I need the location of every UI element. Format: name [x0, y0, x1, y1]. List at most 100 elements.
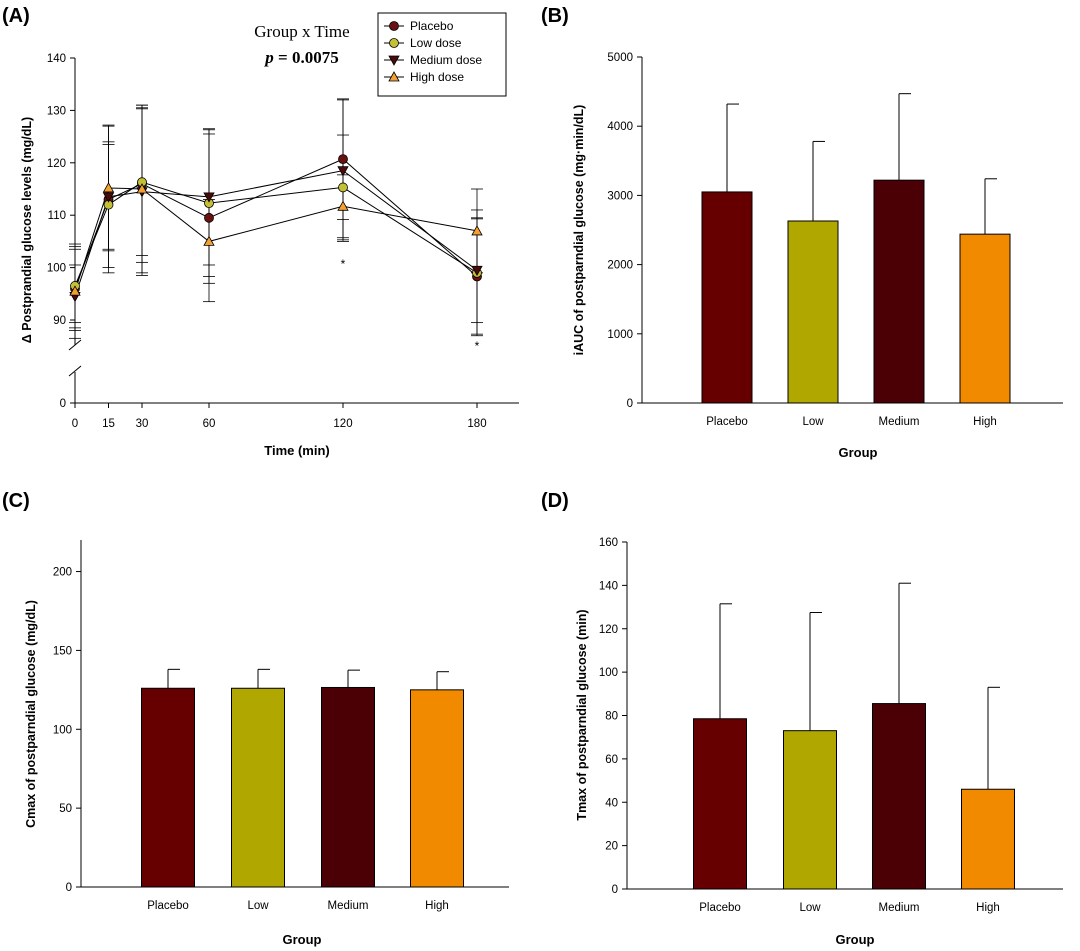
data-point-high-dose	[337, 200, 349, 211]
legend-marker-medium-dose	[388, 55, 400, 66]
panel-c-bar-low	[231, 687, 285, 888]
panel-c-ylabel: Cmax of postparndial glucose (mg/dL)	[24, 600, 38, 828]
panel-b-ylabel: iAUC of postparndial glucose (mg·min/dL)	[572, 105, 586, 356]
panel-d-ylabel: Tmax of postparndial glucose (min)	[575, 609, 589, 820]
panel-d-bar-low	[783, 730, 837, 890]
panel-a-axes: 90 100 110 120 130 140 00 15 30 60 120 180	[47, 53, 519, 430]
data-point-placebo	[338, 154, 348, 165]
legend-marker-placebo	[389, 21, 399, 31]
panel-a-y-tick-label: 100	[47, 263, 66, 275]
panel-a-legend: Placebo Low dose Medium dose High dose	[377, 12, 507, 97]
panel-b-bar-medium	[873, 179, 925, 404]
data-point-medium-dose	[471, 265, 483, 277]
panel-d-y-tick-label: 120	[599, 624, 618, 636]
panel-a-plot-area: **	[69, 98, 483, 353]
panel-b-bar-chart: (B) Group iAUC of postparndial glucose (…	[541, 5, 1063, 460]
panel-d-xlabel: Group	[836, 932, 875, 947]
panel-d-bar-medium	[872, 703, 926, 890]
panel-a-y-tick-label: 140	[47, 53, 66, 65]
panel-c-bar-placebo	[141, 687, 195, 888]
panel-a-y-tick-label: 130	[47, 105, 66, 117]
panel-d-x-tick-label-medium: Medium	[879, 902, 920, 914]
panel-b-y-tick-label: 3000	[607, 190, 633, 202]
panel-d-plot-area: 0 20 40 60 80 100 120 140 160 Placebo Low Medium Hig…	[599, 537, 1063, 914]
series-line-low-dose	[74, 181, 478, 287]
legend-marker-high-dose	[388, 71, 400, 82]
p-value: = 0.0075	[274, 48, 339, 67]
panel-a-y-tick-label: 120	[47, 158, 66, 170]
data-point-low-dose	[338, 182, 348, 193]
panel-b-x-tick-label-placebo: Placebo	[706, 416, 748, 428]
p-value-annotation: p = 0.0075	[263, 48, 338, 67]
panel-b-y-tick-label: 5000	[607, 52, 633, 64]
data-point-medium-dose	[203, 192, 215, 203]
panel-a-x-tick-label: 0	[72, 418, 78, 430]
panel-a-x-tick-label: 120	[333, 418, 352, 430]
panel-c-x-tick-label-medium: Medium	[328, 900, 369, 912]
panel-c-y-tick-label: 150	[53, 645, 72, 657]
panel-d-y-tick-label: 20	[605, 841, 618, 853]
panel-b-x-tick-label-low: Low	[802, 416, 824, 428]
data-point-medium-dose	[337, 166, 349, 177]
data-point-high-dose	[471, 225, 483, 236]
p-symbol: p	[263, 48, 274, 67]
panel-a-axis-break-mark	[68, 365, 82, 377]
panel-d-bar-placebo	[693, 718, 747, 890]
panel-c-bar-high	[410, 689, 464, 888]
panel-a-x-tick-label: 30	[136, 418, 149, 430]
panel-d-y-tick-label: 0	[612, 884, 618, 896]
panel-c-y-tick-label: 0	[66, 882, 72, 894]
legend-box	[377, 12, 507, 97]
panel-d-y-tick-label: 60	[605, 754, 618, 766]
panel-c-plot-area: 0 50 100 150 200 Placebo Low Medium High	[53, 540, 509, 912]
panel-b-y-tick-label: 4000	[607, 121, 633, 133]
series-line-medium-dose	[74, 170, 478, 297]
panel-b-y-tick-label: 1000	[607, 329, 633, 341]
panel-a-x-tick-label: 180	[467, 418, 486, 430]
legend-label-low-dose: Low dose	[410, 36, 462, 50]
panel-b-x-tick-label-high: High	[973, 416, 997, 428]
data-point-placebo	[204, 212, 214, 223]
panel-a-x-tick-label: 15	[102, 418, 115, 430]
panel-c-y-tick-label: 50	[59, 803, 72, 815]
panel-a-x-tick-label: 60	[203, 418, 216, 430]
panel-c-bar-chart: (C) Group Cmax of postparndial glucose (…	[2, 490, 509, 947]
group-time-annotation: Group x Time	[254, 22, 349, 41]
panel-d-label: (D)	[541, 490, 569, 512]
significance-marker: *	[475, 339, 480, 353]
panel-b-y-tick-label: 2000	[607, 260, 633, 272]
panel-d-x-tick-label-low: Low	[799, 902, 821, 914]
panel-d-x-tick-label-high: High	[976, 902, 1000, 914]
panel-d-y-tick-label: 80	[605, 711, 618, 723]
panel-a-ylabel: Δ Postprandial glucose levels (mg/dL)	[20, 117, 34, 343]
panel-d-y-tick-label: 100	[599, 667, 618, 679]
panel-c-y-tick-label: 200	[53, 567, 72, 579]
panel-b-plot-area: 0 1000 2000 3000 4000 5000 Placebo Low Medium Hig…	[607, 52, 1063, 428]
panel-b-label: (B)	[541, 5, 569, 27]
panel-b-xlabel: Group	[839, 445, 878, 460]
panel-d-y-tick-label: 140	[599, 580, 618, 592]
data-point-high-dose	[203, 235, 215, 246]
legend-label-medium-dose: Medium dose	[410, 53, 482, 67]
series-line-high-dose	[74, 187, 478, 292]
panel-a-y-tick-label: 90	[53, 315, 66, 327]
legend-label-high-dose: High dose	[410, 70, 464, 84]
legend-marker-low-dose	[389, 38, 399, 48]
panel-b-bar-high	[959, 233, 1011, 404]
data-point-high-dose	[69, 285, 81, 296]
panel-c-bar-medium	[321, 686, 375, 888]
panel-b-x-tick-label-medium: Medium	[879, 416, 920, 428]
panel-c-xlabel: Group	[283, 932, 322, 947]
panel-c-label: (C)	[2, 490, 30, 512]
legend-label-placebo: Placebo	[410, 19, 454, 33]
data-point-high-dose	[102, 182, 115, 193]
panel-a-label: (A)	[2, 5, 30, 27]
panel-c-x-tick-label-low: Low	[247, 900, 269, 912]
panel-c-x-tick-label-high: High	[425, 900, 449, 912]
panel-d-bar-chart: (D) Group Tmax of postparndial glucose (…	[541, 490, 1063, 947]
panel-c-x-tick-label-placebo: Placebo	[147, 900, 189, 912]
panel-c-y-tick-label: 100	[53, 724, 72, 736]
panel-b-bar-low	[787, 220, 839, 404]
data-point-medium-dose	[102, 192, 115, 203]
